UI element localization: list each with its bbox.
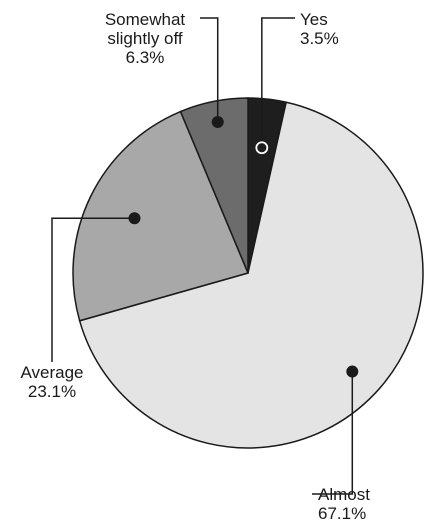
slice-label-somewhat-slightly-off: Somewhat: [105, 10, 186, 29]
pie-slice-almost: [78, 101, 424, 449]
slice-label-yes: Yes: [300, 10, 328, 29]
slice-label-average: Average: [20, 363, 83, 382]
slice-marker-somewhat-slightly-off: [211, 116, 224, 129]
slice-value-almost: 67.1%: [318, 504, 366, 523]
slice-label-somewhat-slightly-off: slightly off: [107, 29, 183, 48]
leader-line-somewhat-slightly-off: [200, 17, 219, 123]
slice-marker-average: [128, 212, 141, 225]
pie-slice-somewhat-slightly-off: [179, 97, 249, 274]
slice-marker-yes: [255, 141, 269, 155]
slice-value-average: 23.1%: [28, 382, 76, 401]
slice-label-almost: Almost: [318, 485, 370, 504]
slice-value-yes: 3.5%: [300, 29, 339, 48]
leader-line-average: [51, 217, 135, 362]
slice-marker-almost: [346, 365, 359, 378]
leader-line-yes: [261, 17, 295, 148]
pie-slice-average: [72, 110, 250, 322]
slice-value-somewhat-slightly-off: 6.3%: [126, 48, 165, 67]
leader-line-almost: [312, 371, 354, 495]
